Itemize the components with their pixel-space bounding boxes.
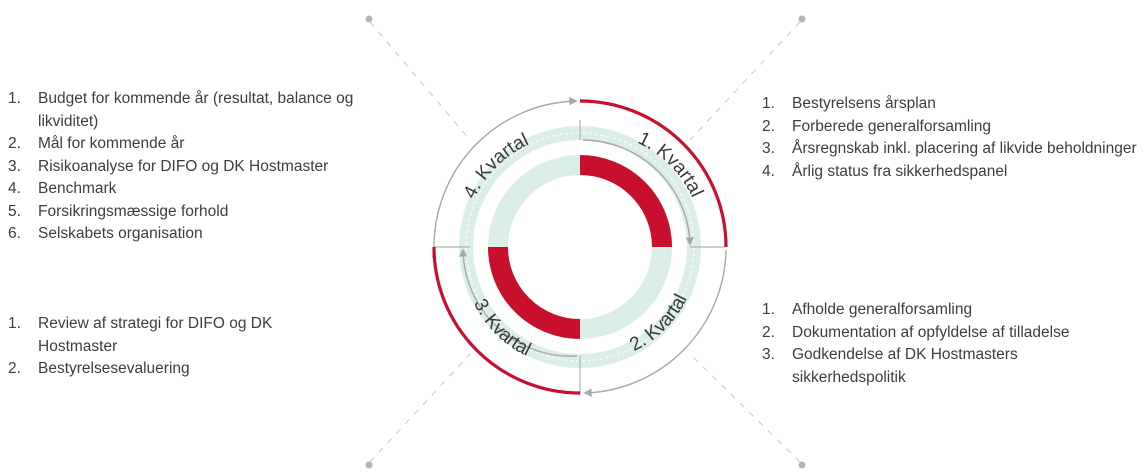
arrow-q1-inner (582, 139, 694, 246)
list-item: 3. Godkendelse af DK Hostmasters sikkerhe… (762, 346, 1018, 386)
list-item: 5. Forsikringsmæssige forhold (8, 202, 229, 220)
list-q3-items: 1. Review af strategi for DIFO og DK Host… (8, 313, 338, 381)
outer-arc-red-q3 (432, 246, 581, 395)
list-item: 2. Mål for kommende år (8, 135, 185, 152)
list-item: 2. Forberede generalforsamling (762, 117, 992, 135)
center-ring-red-q1 (579, 155, 672, 248)
list-item: 2. Dokumentation af opfyldelse af tillade… (762, 323, 1070, 341)
list-q2-items: 1. Afholde generalforsamling 2. Dokumentat… (762, 299, 1132, 389)
list-item: 2. Bestyrelsesevaluering (8, 360, 190, 377)
arrow-q4 (433, 96, 578, 248)
list-item: 4. Årlig status fra sikkerhedspanel (762, 162, 1008, 180)
list-item: 4. Benchmark (8, 180, 117, 197)
guide-line-ne (689, 21, 801, 141)
list-item: 1. Budget for kommende år (resultat, bala… (8, 90, 354, 130)
list-item: 3. Årsregnskab inkl. placering af likvide… (762, 140, 1137, 157)
list-q4-items: 1. Budget for kommende år (resultat, bala… (8, 88, 398, 246)
list-item: 1. Afholde generalforsamling (762, 301, 973, 318)
list-item: 1. Review af strategi for DIFO og DK Host… (8, 315, 273, 355)
dashed-guides (369, 21, 801, 463)
outer-arc-red-q1 (579, 99, 728, 248)
guide-dot-sw (365, 461, 373, 469)
list-q1-items: 1. Bestyrelsens årsplan 2. Forberede gener… (762, 93, 1143, 183)
center-ring-red-q3 (488, 246, 581, 339)
guide-dot-se (798, 461, 806, 469)
arrow-q2 (583, 249, 727, 397)
guide-dot-ne (798, 15, 806, 23)
list-item: 6. Selskabets organisation (8, 225, 203, 242)
list-item: 3. Risikoanalyse for DIFO og DK Hostmaste… (8, 157, 329, 175)
guide-dot-nw (365, 15, 373, 23)
arrow-q3-inner (458, 248, 578, 357)
guide-line-sw (369, 353, 471, 463)
list-item: 1. Bestyrelsens årsplan (762, 95, 936, 112)
